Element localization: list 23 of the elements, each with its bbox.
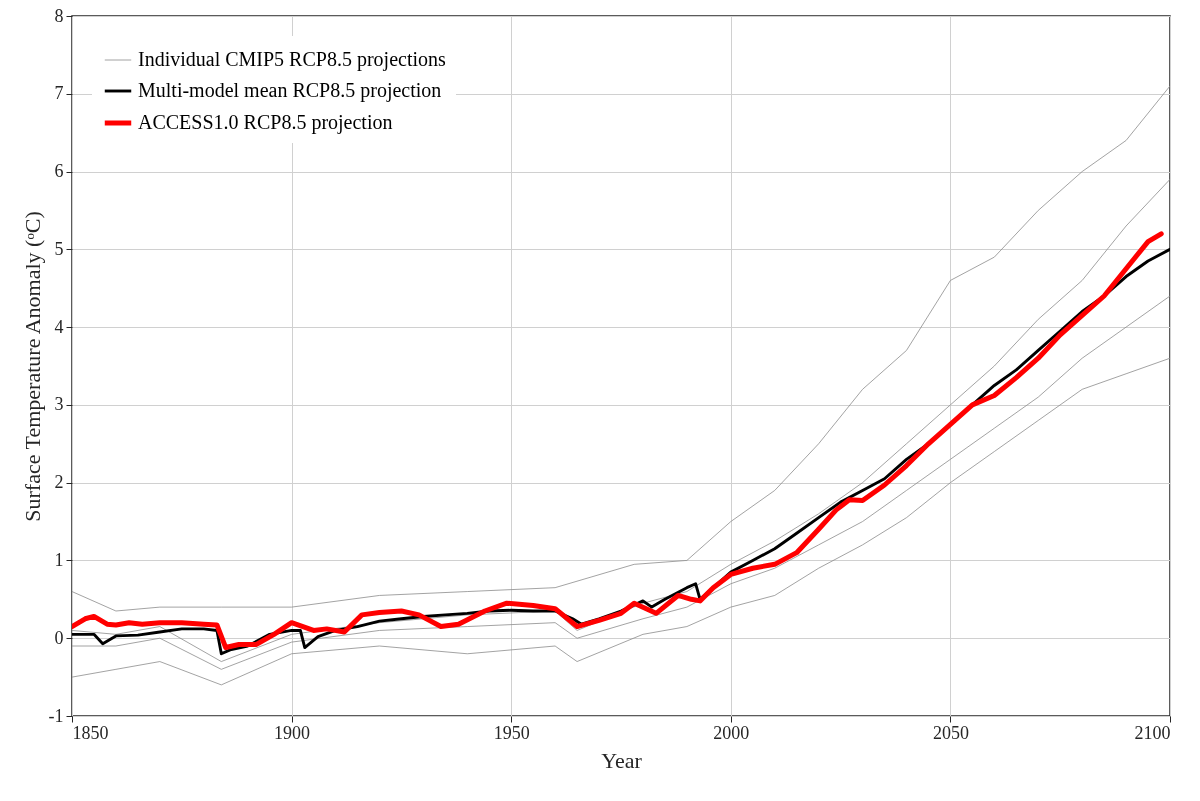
y-tick-label: 5 <box>54 238 64 259</box>
x-tick-label: 2050 <box>932 722 969 743</box>
line-series <box>72 357 1170 686</box>
legend-label: Individual CMIP5 RCP8.5 projections <box>138 48 446 71</box>
legend-label: Multi-model mean RCP8.5 projection <box>138 79 442 102</box>
y-tick-label: 7 <box>54 83 64 104</box>
y-tick-label: -1 <box>48 705 64 726</box>
y-tick-label: 0 <box>54 627 64 648</box>
y-tick-label: 8 <box>54 5 64 26</box>
y-tick-label: 2 <box>54 472 64 493</box>
y-tick-label: 1 <box>54 549 64 570</box>
x-tick-label: 2100 <box>1134 722 1171 743</box>
x-tick-label: 2000 <box>713 722 750 743</box>
legend-label: ACCESS1.0 RCP8.5 projection <box>138 111 393 134</box>
x-tick-label: 1950 <box>493 722 530 743</box>
x-tick-label: 1900 <box>274 722 311 743</box>
x-axis-title: Year <box>601 747 643 773</box>
y-tick-label: 3 <box>54 394 64 415</box>
line-series <box>72 85 1170 612</box>
x-tick-label: 1850 <box>72 722 109 743</box>
y-axis-title: Surface Temperature Anomaly (ᵒC) <box>19 211 45 522</box>
y-tick-label: 4 <box>54 316 64 337</box>
y-tick-label: 6 <box>54 161 64 182</box>
